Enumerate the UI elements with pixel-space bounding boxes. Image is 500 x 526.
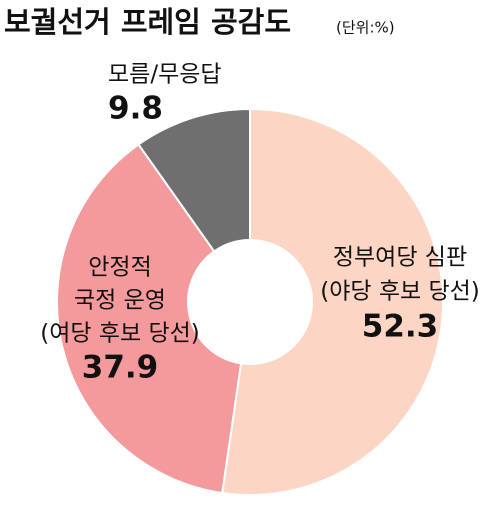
value-label: 37.9 — [82, 350, 159, 386]
slice-label: (야당 후보 당선) — [320, 279, 480, 305]
slice — [56, 143, 243, 495]
value-label: 9.8 — [108, 91, 163, 127]
slice-label: (여당 후보 당선) — [40, 321, 200, 347]
slice — [221, 107, 444, 496]
slice-label: 안정적 — [88, 255, 151, 281]
slice-label: 모름/무응답 — [108, 62, 222, 88]
slice-label: 국정 운영 — [74, 288, 166, 314]
slice — [137, 107, 251, 253]
chart-subtitle: (단위:%) — [336, 19, 395, 37]
value-label: 52.3 — [362, 309, 439, 345]
chart-title: 보궐선거 프레임 공감도 — [4, 5, 291, 39]
slice-label: 정부여당 심판 — [333, 245, 467, 271]
